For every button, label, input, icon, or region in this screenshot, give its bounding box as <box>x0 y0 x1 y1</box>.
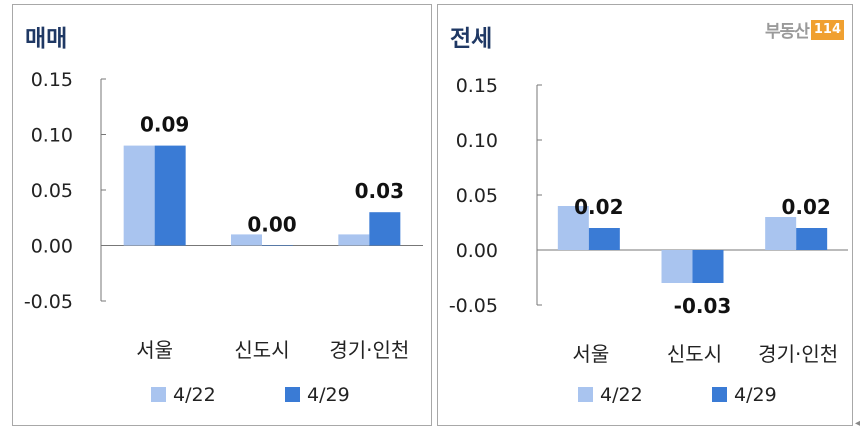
bar-chart-jeonse: 0.15 0.10 0.05 0.00 -0.05 0.02 서울 -0.03 신도시 0.02 경… <box>449 75 848 406</box>
bar-series-1 <box>661 250 693 283</box>
legend-swatch <box>151 387 166 402</box>
brand-logo: 부동산 114 <box>765 17 844 42</box>
y-tick-label: -0.05 <box>24 291 73 313</box>
corner-arrow-icon: ◂ <box>854 418 860 429</box>
y-tick-label: 0.10 <box>456 130 498 152</box>
legend-label: 4/29 <box>307 384 350 406</box>
y-tick-label: -0.05 <box>449 295 498 317</box>
chart-panel-jeonse: 전세 부동산 114 0.15 0.10 0.05 0.00 -0.05 0.02 서울 -0… <box>437 4 853 426</box>
category-label: 신도시 <box>667 342 722 366</box>
bar-series-2 <box>369 212 401 246</box>
category-label: 경기·인천 <box>329 338 409 362</box>
y-tick-label: 0.05 <box>31 180 73 202</box>
y-tick-label: 0.05 <box>456 185 498 207</box>
y-tick-label: 0.00 <box>31 236 73 258</box>
category-label: 경기·인천 <box>758 342 838 366</box>
y-tick-label: 0.00 <box>456 240 498 262</box>
data-label: 0.09 <box>140 113 189 137</box>
category-label: 서울 <box>572 342 609 366</box>
data-label: 0.02 <box>781 195 830 219</box>
y-tick-label: 0.10 <box>31 125 73 147</box>
legend-label: 4/22 <box>600 384 643 406</box>
data-label: 0.02 <box>574 195 623 219</box>
bar-series-2 <box>796 228 828 250</box>
data-label: 0.03 <box>355 179 404 203</box>
data-label: -0.03 <box>674 294 732 318</box>
legend-swatch <box>578 387 593 402</box>
bar-series-1 <box>123 145 155 246</box>
legend-label: 4/29 <box>734 384 777 406</box>
data-label: 0.00 <box>247 213 296 237</box>
category-label: 신도시 <box>234 338 289 362</box>
bar-series-2 <box>154 145 186 246</box>
legend-swatch <box>285 387 300 402</box>
legend-swatch <box>712 387 727 402</box>
chart-panel-sales: 매매 0.15 0.10 0.05 0.00 -0.05 0.09 서울 0.00 신도시 0.0… <box>12 4 432 426</box>
bar-chart-sales: 0.15 0.10 0.05 0.00 -0.05 0.09 서울 0.00 신도시 0.03 경기… <box>24 69 423 406</box>
logo-badge: 114 <box>810 19 844 40</box>
bar-series-1 <box>338 234 370 246</box>
bar-series-1 <box>231 234 262 246</box>
bar-series-1 <box>557 206 589 250</box>
bar-series-2 <box>262 245 293 246</box>
category-label: 서울 <box>136 338 173 362</box>
logo-text: 부동산 <box>764 22 810 42</box>
bar-series-1 <box>765 217 797 250</box>
y-tick-label: 0.15 <box>456 75 498 97</box>
chart-title: 전세 <box>450 26 493 52</box>
bar-series-2 <box>692 250 724 283</box>
legend-label: 4/22 <box>173 384 216 406</box>
y-tick-label: 0.15 <box>31 69 73 91</box>
bar-series-2 <box>588 228 620 250</box>
chart-title: 매매 <box>25 26 68 52</box>
